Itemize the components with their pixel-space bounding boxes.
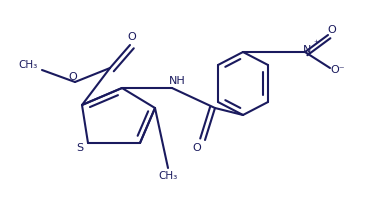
Text: O: O bbox=[69, 72, 77, 82]
Text: O: O bbox=[193, 143, 201, 153]
Text: S: S bbox=[76, 143, 83, 153]
Text: N: N bbox=[303, 45, 311, 55]
Text: NH: NH bbox=[169, 76, 185, 86]
Text: CH₃: CH₃ bbox=[19, 60, 38, 70]
Text: O: O bbox=[128, 32, 137, 42]
Text: O: O bbox=[328, 25, 337, 35]
Text: ⁺: ⁺ bbox=[314, 38, 318, 48]
Text: O⁻: O⁻ bbox=[331, 65, 345, 75]
Text: CH₃: CH₃ bbox=[158, 171, 177, 181]
